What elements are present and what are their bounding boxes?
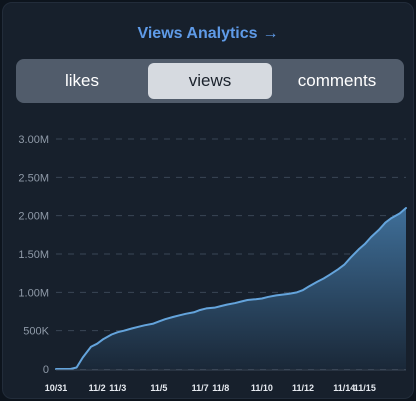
views-line xyxy=(55,207,407,370)
analytics-title: Views Analytics xyxy=(137,25,258,42)
tab-comments[interactable]: comments xyxy=(297,71,377,90)
arrow-right-icon: → xyxy=(262,25,279,42)
x-tick-label: 11/15 xyxy=(354,383,376,393)
views-area-fill xyxy=(56,208,406,369)
y-tick-label: 500K xyxy=(23,326,49,338)
x-tick-label: 11/8 xyxy=(212,383,229,393)
tab-likes[interactable]: likes xyxy=(64,71,99,90)
x-tick-label: 11/7 xyxy=(192,383,209,393)
x-tick-label: 11/2 xyxy=(89,383,106,393)
y-tick-label: 3.00M xyxy=(18,134,49,146)
x-tick-label: 11/12 xyxy=(292,383,314,393)
x-tick-label: 11/14 xyxy=(333,383,355,393)
y-tick-label: 2.50M xyxy=(18,172,49,184)
metric-tabs: likes views comments xyxy=(16,59,404,103)
y-tick-label: 1.50M xyxy=(18,249,49,261)
y-tick-label: 2.00M xyxy=(18,211,49,223)
x-tick-label: 11/5 xyxy=(150,383,167,393)
y-tick-label: 0 xyxy=(43,364,49,376)
x-tick-label: 10/31 xyxy=(45,383,68,393)
views-analytics-link[interactable]: Views Analytics → xyxy=(3,25,413,43)
y-tick-label: 1.00M xyxy=(18,287,49,299)
x-tick-label: 11/10 xyxy=(251,383,273,393)
x-tick-label: 11/3 xyxy=(109,383,126,393)
tab-views[interactable]: views xyxy=(148,63,272,99)
